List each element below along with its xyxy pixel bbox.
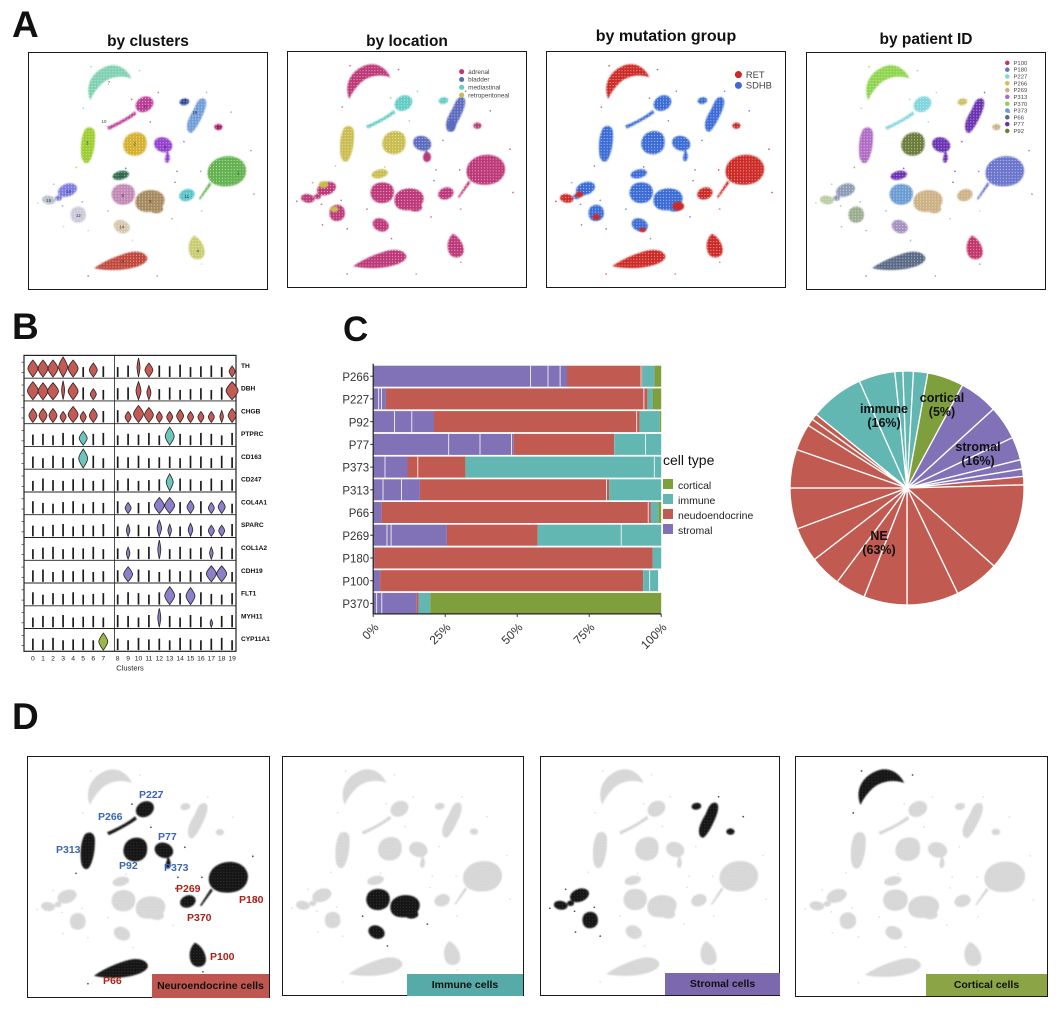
svg-text:retroperitoneal: retroperitoneal [468, 92, 509, 99]
svg-text:CD163: CD163 [241, 454, 262, 461]
svg-text:3: 3 [61, 655, 65, 662]
svg-text:13: 13 [66, 189, 71, 194]
svg-text:P227: P227 [1014, 75, 1028, 81]
svg-text:25%: 25% [427, 620, 454, 647]
svg-text:14: 14 [176, 655, 184, 662]
svg-text:16: 16 [197, 655, 205, 662]
svg-text:4: 4 [71, 655, 75, 662]
svg-text:COL1A2: COL1A2 [241, 545, 267, 552]
svg-text:1: 1 [41, 655, 45, 662]
svg-text:0: 0 [121, 259, 124, 264]
svg-text:3: 3 [86, 141, 89, 146]
svg-text:8: 8 [116, 655, 120, 662]
svg-text:P313: P313 [1014, 95, 1029, 101]
svg-text:4: 4 [196, 248, 199, 253]
svg-text:SPARC: SPARC [241, 522, 264, 529]
svg-text:P100: P100 [1014, 61, 1029, 67]
svg-text:12: 12 [76, 213, 81, 218]
svg-text:17: 17 [181, 98, 186, 103]
svg-text:P66: P66 [349, 508, 369, 520]
svg-text:19: 19 [192, 110, 197, 115]
svg-text:10: 10 [135, 655, 143, 662]
svg-text:PTPRC: PTPRC [241, 431, 264, 438]
svg-text:P180: P180 [342, 554, 369, 566]
svg-text:7: 7 [108, 81, 111, 86]
svg-text:0%: 0% [359, 620, 381, 642]
svg-text:1: 1 [237, 170, 240, 175]
svg-text:P92: P92 [349, 417, 369, 429]
svg-text:stromal: stromal [955, 440, 1000, 454]
svg-text:bladder: bladder [468, 77, 490, 84]
svg-text:8: 8 [121, 193, 124, 198]
svg-text:P269: P269 [342, 531, 369, 543]
svg-text:(5%): (5%) [929, 405, 955, 419]
svg-text:P100: P100 [342, 576, 369, 588]
svg-text:15: 15 [187, 655, 195, 662]
svg-text:11: 11 [145, 655, 152, 662]
svg-text:18: 18 [216, 125, 221, 130]
svg-text:adrenal: adrenal [468, 69, 489, 76]
svg-text:SDHB: SDHB [746, 81, 772, 91]
svg-text:P77: P77 [1014, 122, 1025, 128]
svg-text:RET: RET [746, 70, 765, 80]
svg-text:13: 13 [166, 655, 174, 662]
svg-text:0: 0 [31, 655, 35, 662]
svg-text:P373: P373 [1014, 109, 1029, 115]
svg-text:CYP11A1: CYP11A1 [241, 636, 270, 643]
svg-text:Clusters: Clusters [116, 663, 144, 672]
svg-text:16: 16 [118, 173, 123, 178]
svg-text:P370: P370 [342, 599, 369, 611]
svg-text:DBH: DBH [241, 386, 256, 393]
svg-text:10: 10 [102, 119, 107, 124]
svg-text:CDH19: CDH19 [241, 568, 263, 575]
svg-text:18: 18 [218, 655, 226, 662]
svg-text:MYH11: MYH11 [241, 613, 263, 620]
svg-text:P370: P370 [1014, 102, 1029, 108]
svg-text:9: 9 [164, 145, 167, 150]
svg-text:50%: 50% [499, 620, 526, 647]
svg-text:CHGB: CHGB [241, 408, 261, 415]
svg-text:P269: P269 [1014, 88, 1028, 94]
svg-text:P180: P180 [1014, 68, 1029, 74]
svg-text:5: 5 [149, 199, 152, 204]
svg-text:6: 6 [144, 104, 147, 109]
svg-text:(63%): (63%) [862, 543, 895, 557]
svg-text:17: 17 [208, 655, 216, 662]
svg-text:P266: P266 [342, 372, 369, 384]
svg-text:FLT1: FLT1 [241, 591, 257, 598]
svg-text:P313: P313 [342, 485, 369, 497]
svg-text:P77: P77 [349, 440, 369, 452]
svg-text:7: 7 [101, 655, 105, 662]
svg-text:P92: P92 [1014, 129, 1025, 135]
svg-text:11: 11 [185, 194, 190, 199]
svg-text:COL4A1: COL4A1 [241, 500, 267, 507]
svg-text:cortical: cortical [920, 391, 964, 405]
svg-text:15: 15 [46, 198, 51, 203]
svg-text:P373: P373 [342, 463, 369, 475]
svg-text:immune: immune [860, 402, 908, 416]
svg-text:100%: 100% [638, 620, 670, 652]
svg-text:2: 2 [51, 655, 55, 662]
svg-text:CD247: CD247 [241, 477, 262, 484]
svg-text:(16%): (16%) [867, 416, 900, 430]
svg-text:5: 5 [81, 655, 85, 662]
svg-text:14: 14 [119, 225, 124, 230]
svg-text:P66: P66 [1014, 115, 1025, 121]
svg-text:12: 12 [156, 655, 164, 662]
svg-text:(16%): (16%) [961, 454, 994, 468]
svg-text:19: 19 [228, 655, 236, 662]
svg-text:9: 9 [126, 655, 130, 662]
svg-text:75%: 75% [571, 620, 598, 647]
svg-text:P227: P227 [342, 395, 369, 407]
svg-text:6: 6 [91, 655, 95, 662]
svg-text:mediastinal: mediastinal [468, 85, 500, 92]
svg-text:TH: TH [241, 363, 250, 370]
svg-text:NE: NE [870, 529, 887, 543]
svg-text:P266: P266 [1014, 81, 1029, 87]
svg-text:2: 2 [133, 142, 136, 147]
